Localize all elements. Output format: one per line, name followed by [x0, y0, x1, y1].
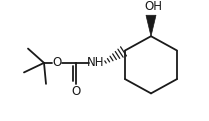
Text: O: O: [52, 56, 62, 69]
Text: O: O: [71, 85, 81, 98]
Text: OH: OH: [144, 0, 162, 13]
Text: NH: NH: [87, 56, 105, 69]
Polygon shape: [146, 15, 156, 36]
